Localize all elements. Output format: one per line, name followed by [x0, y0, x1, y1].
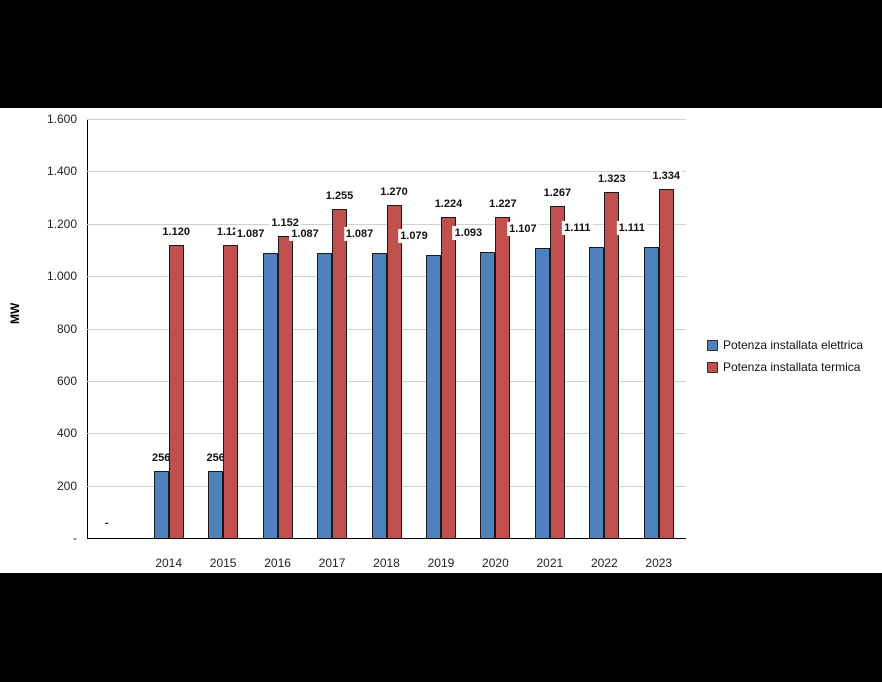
bar-elettrica: [208, 470, 224, 538]
data-label: 1.087: [234, 227, 267, 242]
data-label: 256: [149, 450, 173, 465]
data-label: 1.334: [650, 168, 683, 183]
data-label: 1.111: [562, 221, 593, 236]
data-label: 1.270: [378, 185, 410, 200]
bar-elettrica: [643, 247, 659, 538]
bar-termica: [604, 191, 620, 538]
bar-termica: [495, 216, 511, 538]
bar-elettrica: [589, 247, 605, 538]
y-tick-label: 1.200: [46, 216, 77, 231]
bar-elettrica: [534, 248, 550, 538]
legend: Potenza installata elettrica Potenza ins…: [707, 334, 863, 378]
data-label: 1.093: [452, 225, 485, 240]
data-label: 1.087: [289, 227, 321, 242]
bar-termica: [332, 209, 348, 538]
bar-termica: [168, 244, 184, 538]
data-label: 1.323: [596, 171, 628, 186]
y-tick-label: 1.400: [46, 164, 77, 179]
data-label: 1.107: [507, 222, 539, 237]
data-label: 1.227: [487, 196, 519, 211]
legend-item-termica: Potenza installata termica: [707, 356, 863, 378]
data-label: 1.152: [269, 216, 301, 231]
bar-termica: [549, 206, 565, 538]
legend-label: Potenza installata termica: [723, 360, 861, 374]
data-label: 1.267: [541, 186, 574, 201]
bar-elettrica: [480, 251, 496, 538]
y-tick-label: 600: [56, 373, 77, 388]
bar-elettrica: [153, 470, 169, 538]
x-tick-label: 2018: [373, 556, 400, 570]
y-tick-label: 1.000: [46, 269, 77, 284]
data-label: 1.111: [616, 221, 647, 236]
x-tick-label: 2023: [645, 556, 673, 570]
x-tick-label: 2022: [590, 556, 618, 570]
bar-elettrica: [262, 253, 278, 538]
x-tick-label: 2021: [536, 556, 564, 570]
data-label: 1.224: [432, 197, 465, 212]
gridline: [87, 119, 686, 120]
bar-elettrica: [425, 255, 441, 538]
data-label: 1.255: [323, 189, 356, 204]
x-axis: [87, 538, 686, 539]
bar-termica: [440, 217, 456, 538]
bar-termica: [277, 236, 293, 538]
bar-termica: [658, 188, 674, 538]
bar-elettrica: [317, 253, 333, 538]
data-label: 256: [204, 450, 227, 465]
data-label: 1.120: [160, 224, 192, 239]
x-tick-label: 2014: [155, 556, 183, 570]
data-label: -: [102, 516, 111, 530]
legend-swatch-blue-icon: [707, 339, 718, 351]
y-tick-label: 200: [56, 478, 77, 493]
legend-swatch-red-icon: [707, 361, 718, 373]
data-label: 1.079: [398, 229, 430, 244]
y-axis-title: MW: [8, 302, 22, 324]
gridline: [87, 171, 686, 173]
x-tick-label: 2019: [427, 556, 455, 570]
data-label: 1.087: [343, 227, 376, 242]
x-tick-label: 2015: [209, 556, 237, 570]
bar-termica: [386, 205, 402, 538]
y-tick-label: 800: [56, 321, 77, 336]
y-tick-label: -: [73, 531, 77, 545]
chart-area: MW - 200 400 600 800 1.000 1.200 1.400 1.600 - 256…: [0, 108, 882, 573]
y-tick-label: 400: [56, 426, 77, 441]
y-tick-label: 1.600: [46, 112, 77, 126]
x-tick-label: 2016: [264, 556, 291, 570]
bar-termica: [223, 244, 239, 538]
legend-label: Potenza installata elettrica: [723, 338, 864, 352]
plot-area: - 200 400 600 800 1.000 1.200 1.400 1.600 - 256 1.1…: [47, 112, 686, 570]
bar-elettrica: [371, 253, 387, 538]
x-tick-label: 2017: [318, 556, 346, 570]
x-tick-label: 2020: [482, 556, 509, 570]
legend-item-elettrica: Potenza installata elettrica: [707, 334, 863, 356]
